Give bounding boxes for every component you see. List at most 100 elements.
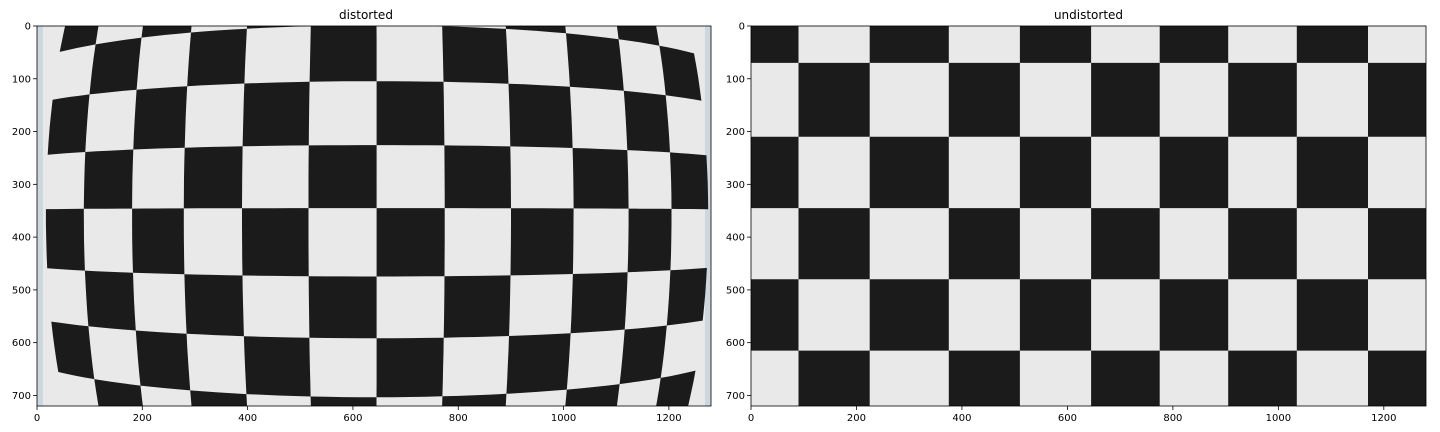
y-tick-label: 0	[25, 22, 31, 33]
checker-square	[798, 62, 870, 137]
checker-square	[666, 267, 707, 326]
checker-square	[1019, 26, 1092, 63]
checker-square	[1296, 26, 1368, 63]
checker-square	[1368, 350, 1426, 406]
checker-square	[308, 276, 377, 339]
checker-square	[310, 396, 377, 406]
checker-square	[572, 148, 629, 209]
axes-frame-undistorted	[750, 25, 1427, 407]
checker-square	[616, 26, 660, 46]
checker-square	[627, 208, 672, 273]
checker-square	[184, 274, 244, 337]
checker-square	[751, 279, 799, 351]
x-tick-label: 1000	[1266, 413, 1291, 424]
checker-square	[798, 350, 870, 406]
checker-square	[376, 337, 444, 398]
checker-square	[1228, 350, 1297, 406]
checker-square	[1091, 208, 1160, 280]
panel-distorted: distorted 0 200 400 600 800 1000 1200 0 100 200 30…	[12, 8, 712, 424]
checker-square	[948, 350, 1020, 406]
axis-ticks-undistorted: 0 200 400 600 800 1000 1200 0 100 200 300 400 500 600…	[726, 22, 1397, 425]
checker-square	[242, 208, 309, 277]
checker-square	[132, 208, 185, 275]
y-tick-label: 500	[726, 285, 745, 296]
panel-title-undistorted: undistorted	[1054, 8, 1123, 22]
checker-square	[1296, 136, 1368, 209]
axes-frame-distorted	[36, 25, 712, 407]
checker-square	[141, 26, 192, 38]
y-tick-label: 600	[726, 338, 745, 349]
checker-square	[1228, 208, 1297, 280]
checker-square	[656, 370, 696, 406]
checker-square	[751, 136, 799, 209]
checker-square	[376, 208, 445, 277]
checker-square	[47, 94, 90, 155]
checker-square	[1019, 279, 1092, 351]
checker-square	[1019, 136, 1092, 209]
x-tick-label: 800	[1163, 413, 1182, 424]
x-tick-label: 800	[449, 413, 468, 424]
x-tick-label: 200	[133, 413, 152, 424]
checker-square	[1368, 62, 1426, 137]
checker-square	[1159, 279, 1229, 351]
checker-square	[1091, 350, 1160, 406]
checker-square	[442, 26, 509, 84]
y-tick-label: 500	[12, 285, 31, 296]
checker-square	[1228, 62, 1297, 137]
checker-square	[45, 208, 85, 271]
checker-square	[948, 208, 1020, 280]
checker-square	[1368, 208, 1426, 280]
x-tick-label: 1200	[656, 413, 681, 424]
y-tick-label: 400	[726, 233, 745, 244]
checker-square	[84, 270, 136, 331]
checker-square	[869, 26, 949, 63]
checker-square	[1159, 136, 1229, 209]
checker-square	[135, 330, 191, 391]
checker-square	[442, 393, 507, 406]
y-tick-label: 600	[12, 338, 31, 349]
checker-square	[246, 26, 311, 29]
checker-square	[1159, 26, 1229, 63]
panel-undistorted: undistorted 0 200 400 600 800 1000 1200 0 100 200…	[726, 8, 1427, 425]
checker-square	[83, 149, 134, 209]
x-tick-label: 600	[343, 413, 362, 424]
checker-square	[506, 333, 571, 394]
checker-square	[566, 33, 624, 91]
checker-square	[869, 279, 949, 351]
checker-square	[670, 152, 709, 210]
x-tick-label: 1200	[1371, 413, 1396, 424]
checker-square	[133, 86, 188, 150]
checker-square	[51, 321, 95, 380]
y-tick-label: 700	[726, 391, 745, 402]
checker-square	[190, 390, 248, 406]
checker-square	[309, 26, 377, 82]
paper-edge	[705, 26, 711, 406]
checker-square	[443, 275, 511, 338]
checker-square	[1296, 279, 1368, 351]
checker-square	[183, 146, 243, 209]
checker-square	[948, 62, 1020, 137]
checker-square	[570, 272, 628, 334]
x-tick-label: 1000	[551, 413, 576, 424]
checker-square	[798, 208, 870, 280]
checker-square	[505, 26, 566, 34]
checker-square	[243, 336, 311, 397]
checker-square	[510, 208, 574, 276]
y-tick-label: 400	[12, 233, 31, 244]
y-tick-label: 300	[12, 180, 31, 191]
checker-square	[619, 325, 667, 385]
checker-square	[623, 90, 670, 153]
y-tick-label: 200	[726, 127, 745, 138]
checker-square	[308, 145, 377, 209]
panel-title-distorted: distorted	[339, 8, 393, 22]
y-tick-label: 300	[726, 180, 745, 191]
checker-square	[1091, 62, 1160, 137]
x-tick-label: 200	[847, 413, 866, 424]
checker-square	[376, 81, 445, 146]
checker-square	[444, 145, 511, 209]
x-tick-label: 600	[1058, 413, 1077, 424]
checkerboard-image-undistorted	[751, 26, 1426, 406]
x-tick-label: 400	[238, 413, 257, 424]
y-tick-label: 100	[12, 74, 31, 85]
